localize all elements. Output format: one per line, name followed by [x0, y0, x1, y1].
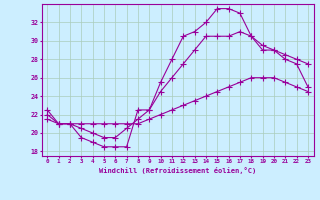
X-axis label: Windchill (Refroidissement éolien,°C): Windchill (Refroidissement éolien,°C) [99, 167, 256, 174]
